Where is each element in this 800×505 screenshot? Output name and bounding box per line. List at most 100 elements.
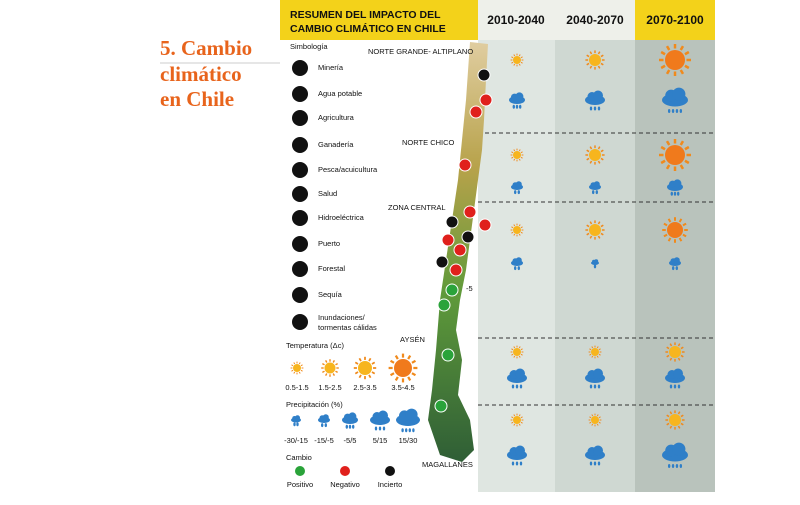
drop <box>673 384 677 389</box>
symbology-title: Simbología <box>290 42 328 51</box>
drop <box>597 384 601 389</box>
sun-ray <box>358 357 362 362</box>
drop <box>677 384 681 389</box>
sun-ray <box>518 346 521 349</box>
sun-icon <box>510 53 524 67</box>
rain-icon <box>669 257 681 271</box>
symbol-label: Pesca/acuicultura <box>318 165 378 174</box>
cloud <box>593 181 600 188</box>
sun-ray <box>411 359 417 364</box>
sun-icon <box>585 50 605 70</box>
sun-ray <box>511 156 514 159</box>
map-label: -5 <box>466 284 473 293</box>
drop <box>592 190 595 195</box>
sun-ray <box>298 362 301 365</box>
sun-ray <box>663 222 668 227</box>
sun-ray <box>597 221 601 225</box>
map-marker <box>453 243 467 257</box>
sun-ray <box>520 416 523 419</box>
rain-icon <box>591 259 599 269</box>
sun-ray <box>394 354 399 360</box>
drop <box>677 191 680 196</box>
symbol-icon <box>292 314 308 330</box>
temperature-range: 3.5-4.5 <box>391 383 414 392</box>
sun-ray <box>598 353 601 356</box>
cloud <box>295 415 300 421</box>
symbol-label: Forestal <box>318 264 345 273</box>
drop <box>293 422 296 427</box>
rain-icon <box>511 181 523 195</box>
period: 2070-2100 <box>646 13 704 27</box>
sun-ray <box>665 164 671 170</box>
sun-core <box>293 364 301 372</box>
change-dot <box>340 466 350 476</box>
sun-ray <box>368 357 372 362</box>
cloud <box>672 442 686 456</box>
sun-ray <box>511 226 514 229</box>
map-marker <box>441 233 455 247</box>
header-title: RESUMEN DEL IMPACTO DEL <box>290 9 441 21</box>
cloud <box>378 410 388 421</box>
drop <box>519 384 523 389</box>
sun-ray <box>598 421 601 424</box>
rain-icon <box>507 368 527 389</box>
symbol-label: Agua potable <box>318 89 362 98</box>
sun-ray <box>335 370 338 373</box>
symbol-label: Salud <box>318 189 337 198</box>
sun-ray <box>586 232 590 236</box>
sun-ray <box>600 62 604 66</box>
sun-core <box>513 226 521 234</box>
sun-ray <box>598 416 601 419</box>
symbol-label: Puerto <box>318 239 340 248</box>
drop <box>679 109 683 114</box>
sun-core <box>358 361 372 375</box>
sun-ray <box>597 160 601 164</box>
sun-ray <box>586 224 590 228</box>
region-label: NORTE GRANDE- ALTIPLANO <box>368 47 473 56</box>
sun-ray <box>293 371 296 374</box>
sun-icon <box>510 413 524 427</box>
rain-icon <box>667 179 683 196</box>
sun-icon <box>659 139 691 171</box>
sun-ray <box>600 232 604 236</box>
sun-ray <box>291 369 294 372</box>
sun-ray <box>677 357 681 361</box>
drop <box>405 428 408 433</box>
sun-icon <box>510 223 524 237</box>
sun-icon <box>353 356 377 380</box>
drop <box>675 464 679 469</box>
drop <box>345 424 348 429</box>
sun-ray <box>407 376 412 382</box>
drop <box>515 461 519 466</box>
sun-ray <box>589 160 593 164</box>
sun-core <box>667 222 683 238</box>
precipitation-range: -15/-5 <box>314 436 334 445</box>
sun-icon <box>510 345 524 359</box>
drop <box>296 422 299 427</box>
cloud <box>322 414 329 421</box>
sun-ray <box>669 343 673 347</box>
sun-ray <box>589 221 593 225</box>
sun-ray <box>520 348 523 351</box>
region-label: ZONA CENTRAL <box>388 203 446 212</box>
sun-ray <box>300 364 303 367</box>
region-label: NORTE CHICO <box>402 138 455 147</box>
sun-core <box>669 346 681 358</box>
change-dot <box>385 466 395 476</box>
rain-icon <box>585 90 605 111</box>
rain-icon <box>589 181 601 195</box>
slide-title: climático <box>160 62 242 86</box>
sun-ray <box>679 45 685 51</box>
drop <box>593 461 597 466</box>
header-bg <box>478 0 635 40</box>
sun-ray <box>518 158 521 161</box>
rain-icon <box>665 368 685 389</box>
sun-ray <box>518 233 521 236</box>
sun-ray <box>598 348 601 351</box>
sun-ray <box>518 355 521 358</box>
precipitation-range: 5/15 <box>373 436 388 445</box>
sun-ray <box>586 62 590 66</box>
region-label: AYSÉN <box>400 335 425 344</box>
region-label: MAGALLANES <box>422 460 473 469</box>
sun-ray <box>600 149 604 153</box>
